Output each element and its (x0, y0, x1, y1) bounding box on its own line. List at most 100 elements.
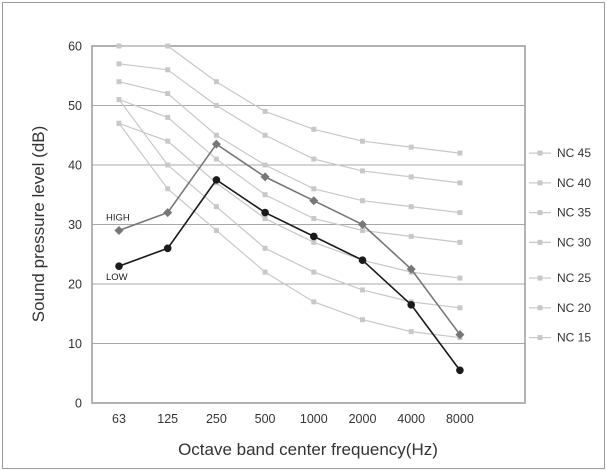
legend-marker (537, 305, 543, 311)
nc-curve-point (262, 162, 268, 168)
legend-marker (537, 180, 543, 186)
nc-curve-point (311, 269, 317, 275)
x-tick-label: 125 (157, 412, 178, 426)
nc-curve-point (116, 79, 122, 85)
nc-curve-point (213, 132, 219, 138)
nc-curve-point (360, 227, 365, 233)
nc-curve-line (119, 45, 460, 154)
y-tick-label: 50 (68, 99, 82, 113)
x-tick-label: 63 (112, 412, 126, 426)
nc-curve-point (262, 108, 268, 114)
y-tick-label: 0 (75, 397, 82, 411)
measured-point (406, 264, 416, 274)
y-tick-label: 30 (68, 218, 82, 232)
measured-point (163, 244, 172, 253)
measured-point (163, 208, 173, 218)
nc-curve-point (213, 227, 219, 233)
nc-curve-point (408, 233, 414, 239)
nc-curve-point (360, 138, 365, 144)
nc-curve-line (118, 122, 460, 279)
nc-curve-point (311, 186, 317, 192)
legend-marker (537, 335, 543, 341)
x-tick-label: 500 (255, 412, 276, 426)
x-tick-label: 4000 (397, 412, 425, 426)
nc-curve-line (118, 99, 460, 309)
measured-point (455, 330, 465, 340)
nc-curve-point (262, 269, 268, 275)
nc-curve-point (311, 239, 317, 245)
nc-curve-point (262, 216, 268, 222)
nc-curve-point (262, 132, 268, 138)
nc-curve-point (408, 204, 414, 210)
nc-curve-point (165, 91, 171, 97)
nc-curve-point (408, 144, 414, 150)
nc-curve-point (262, 245, 268, 251)
measured-point (260, 172, 270, 182)
nc-curve-point (360, 168, 365, 174)
measured-point (407, 301, 416, 309)
nc-curve-point (457, 275, 463, 281)
legend-label: NC 35 (557, 206, 591, 220)
legend-label: NC 15 (557, 331, 591, 345)
measured-point (358, 220, 367, 229)
nc-curve-point (165, 67, 171, 73)
nc-curve-point (213, 79, 219, 85)
legend-label: NC 20 (557, 301, 591, 315)
y-tick-label: 40 (68, 159, 82, 173)
measured-point (309, 196, 319, 206)
legend-marker (537, 150, 543, 156)
nc-curve-point (262, 192, 268, 198)
nc-curve-line (118, 81, 460, 214)
nc-curve-point (165, 114, 171, 120)
nc-curve-point (311, 126, 317, 132)
x-tick-label: 2000 (349, 412, 377, 426)
measured-point (114, 225, 124, 235)
series-label: HIGH (106, 212, 130, 223)
x-tick-label: 250 (206, 412, 227, 426)
nc-curve-point (457, 210, 463, 216)
nc-curve-line (118, 98, 460, 243)
nc-curve-point (311, 156, 317, 162)
nc-curve-point (165, 43, 171, 49)
legend-marker (537, 275, 543, 281)
legend-label: NC 45 (557, 146, 591, 160)
x-tick-label: 1000 (300, 412, 328, 426)
measured-line (118, 178, 461, 371)
nc-curve-point (457, 180, 463, 186)
measured-point (310, 232, 318, 241)
nc-curve-point (116, 61, 122, 67)
legend-label: NC 30 (557, 235, 591, 249)
nc-curve-point (408, 174, 414, 180)
x-axis-title: Octave band center frequency(Hz) (178, 440, 438, 459)
nc-curve-point (213, 156, 219, 162)
y-tick-label: 10 (68, 337, 82, 351)
nc-curve-point (457, 150, 463, 156)
nc-curve-point (311, 216, 317, 222)
nc-curve-point (116, 43, 122, 49)
nc-curve-point (213, 103, 219, 108)
nc-curve-line (118, 63, 460, 184)
legend-marker (537, 210, 543, 216)
nc-curve-point (165, 138, 171, 144)
legend-marker (537, 239, 543, 245)
nc-curve-point (360, 317, 365, 323)
nc-curve-point (116, 120, 122, 126)
measured-point (212, 176, 221, 184)
measured-point (456, 366, 464, 375)
y-tick-label: 20 (68, 278, 82, 292)
legend-label: NC 40 (557, 176, 591, 190)
nc-curve-point (457, 239, 463, 245)
nc-curve-point (408, 329, 414, 335)
y-tick-label: 60 (68, 40, 82, 54)
nc-curve-point (165, 186, 171, 192)
nc-curve-point (116, 97, 122, 103)
measured-point (261, 208, 269, 217)
nc-curve-point (457, 305, 463, 311)
nc-curve-point (360, 198, 365, 204)
measured-point (358, 256, 367, 264)
nc-curve-point (311, 299, 317, 305)
nc-curve-point (360, 287, 365, 293)
nc-curve-line (118, 122, 460, 339)
measured-point (115, 262, 123, 270)
